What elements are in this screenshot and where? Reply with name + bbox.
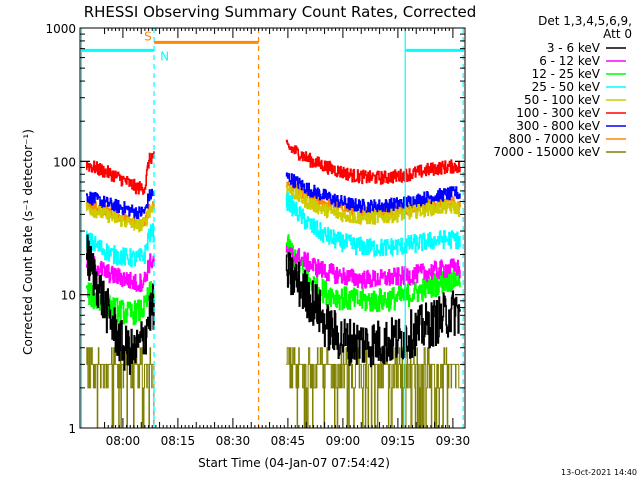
chart-title: RHESSI Observing Summary Count Rates, Co… <box>84 3 477 21</box>
plot-area: SN <box>80 28 464 429</box>
legend-label-7000-15000-kev: 7000 - 15000 keV <box>493 145 600 159</box>
x-tick-label-0915: 09:15 <box>381 434 416 448</box>
y-axis-label: Corrected Count Rate (s⁻¹ detector⁻¹) <box>21 129 35 355</box>
series-50-100-kev <box>86 185 461 233</box>
axes: 1 10 100 1000 08:00 08:15 08:30 08:45 09:00 09:15… <box>45 22 470 448</box>
legend-label-800-7000-kev: 800 - 7000 keV <box>509 132 601 146</box>
flag-label-n: N <box>160 49 169 63</box>
timestamp: 13-Oct-2021 14:40 <box>561 468 637 477</box>
series-6-12-kev <box>86 245 461 292</box>
legend-header: Det 1,3,4,5,6,9, <box>538 14 632 28</box>
x-tick-label-0900: 09:00 <box>326 434 361 448</box>
x-tick-label-0845: 08:45 <box>271 434 306 448</box>
y-tick-label-10: 10 <box>61 289 76 303</box>
plot-frame <box>79 27 466 429</box>
x-axis-label: Start Time (04-Jan-07 07:54:42) <box>198 456 390 470</box>
legend-label-3-6-kev: 3 - 6 keV <box>547 41 601 55</box>
legend-attenuator: Att 0 <box>603 27 632 41</box>
legend-label-50-100-kev: 50 - 100 keV <box>524 93 601 107</box>
legend-label-6-12-kev: 6 - 12 keV <box>539 54 601 68</box>
series-25-50-kev <box>86 192 461 268</box>
legend-label-12-25-kev: 12 - 25 keV <box>532 67 601 81</box>
x-tick-label-0800: 08:00 <box>106 434 141 448</box>
legend-label-25-50-kev: 25 - 50 keV <box>532 80 601 94</box>
legend-label-100-300-kev: 100 - 300 keV <box>516 106 600 120</box>
x-tick-label-0830: 08:30 <box>216 434 251 448</box>
series-100-300-kev <box>86 139 461 195</box>
legend-label-300-800-kev: 300 - 800 keV <box>516 119 600 133</box>
series-300-800-kev <box>86 172 461 221</box>
series-3-6-kev <box>86 234 461 375</box>
series-7000-15000-kev <box>86 347 460 429</box>
x-tick-label-0930: 09:30 <box>436 434 471 448</box>
y-tick-label-100: 100 <box>53 155 76 169</box>
y-tick-label-1: 1 <box>68 422 76 436</box>
y-tick-label-1000: 1000 <box>45 22 76 36</box>
x-tick-label-0815: 08:15 <box>161 434 196 448</box>
flag-label-s: S <box>144 29 152 43</box>
